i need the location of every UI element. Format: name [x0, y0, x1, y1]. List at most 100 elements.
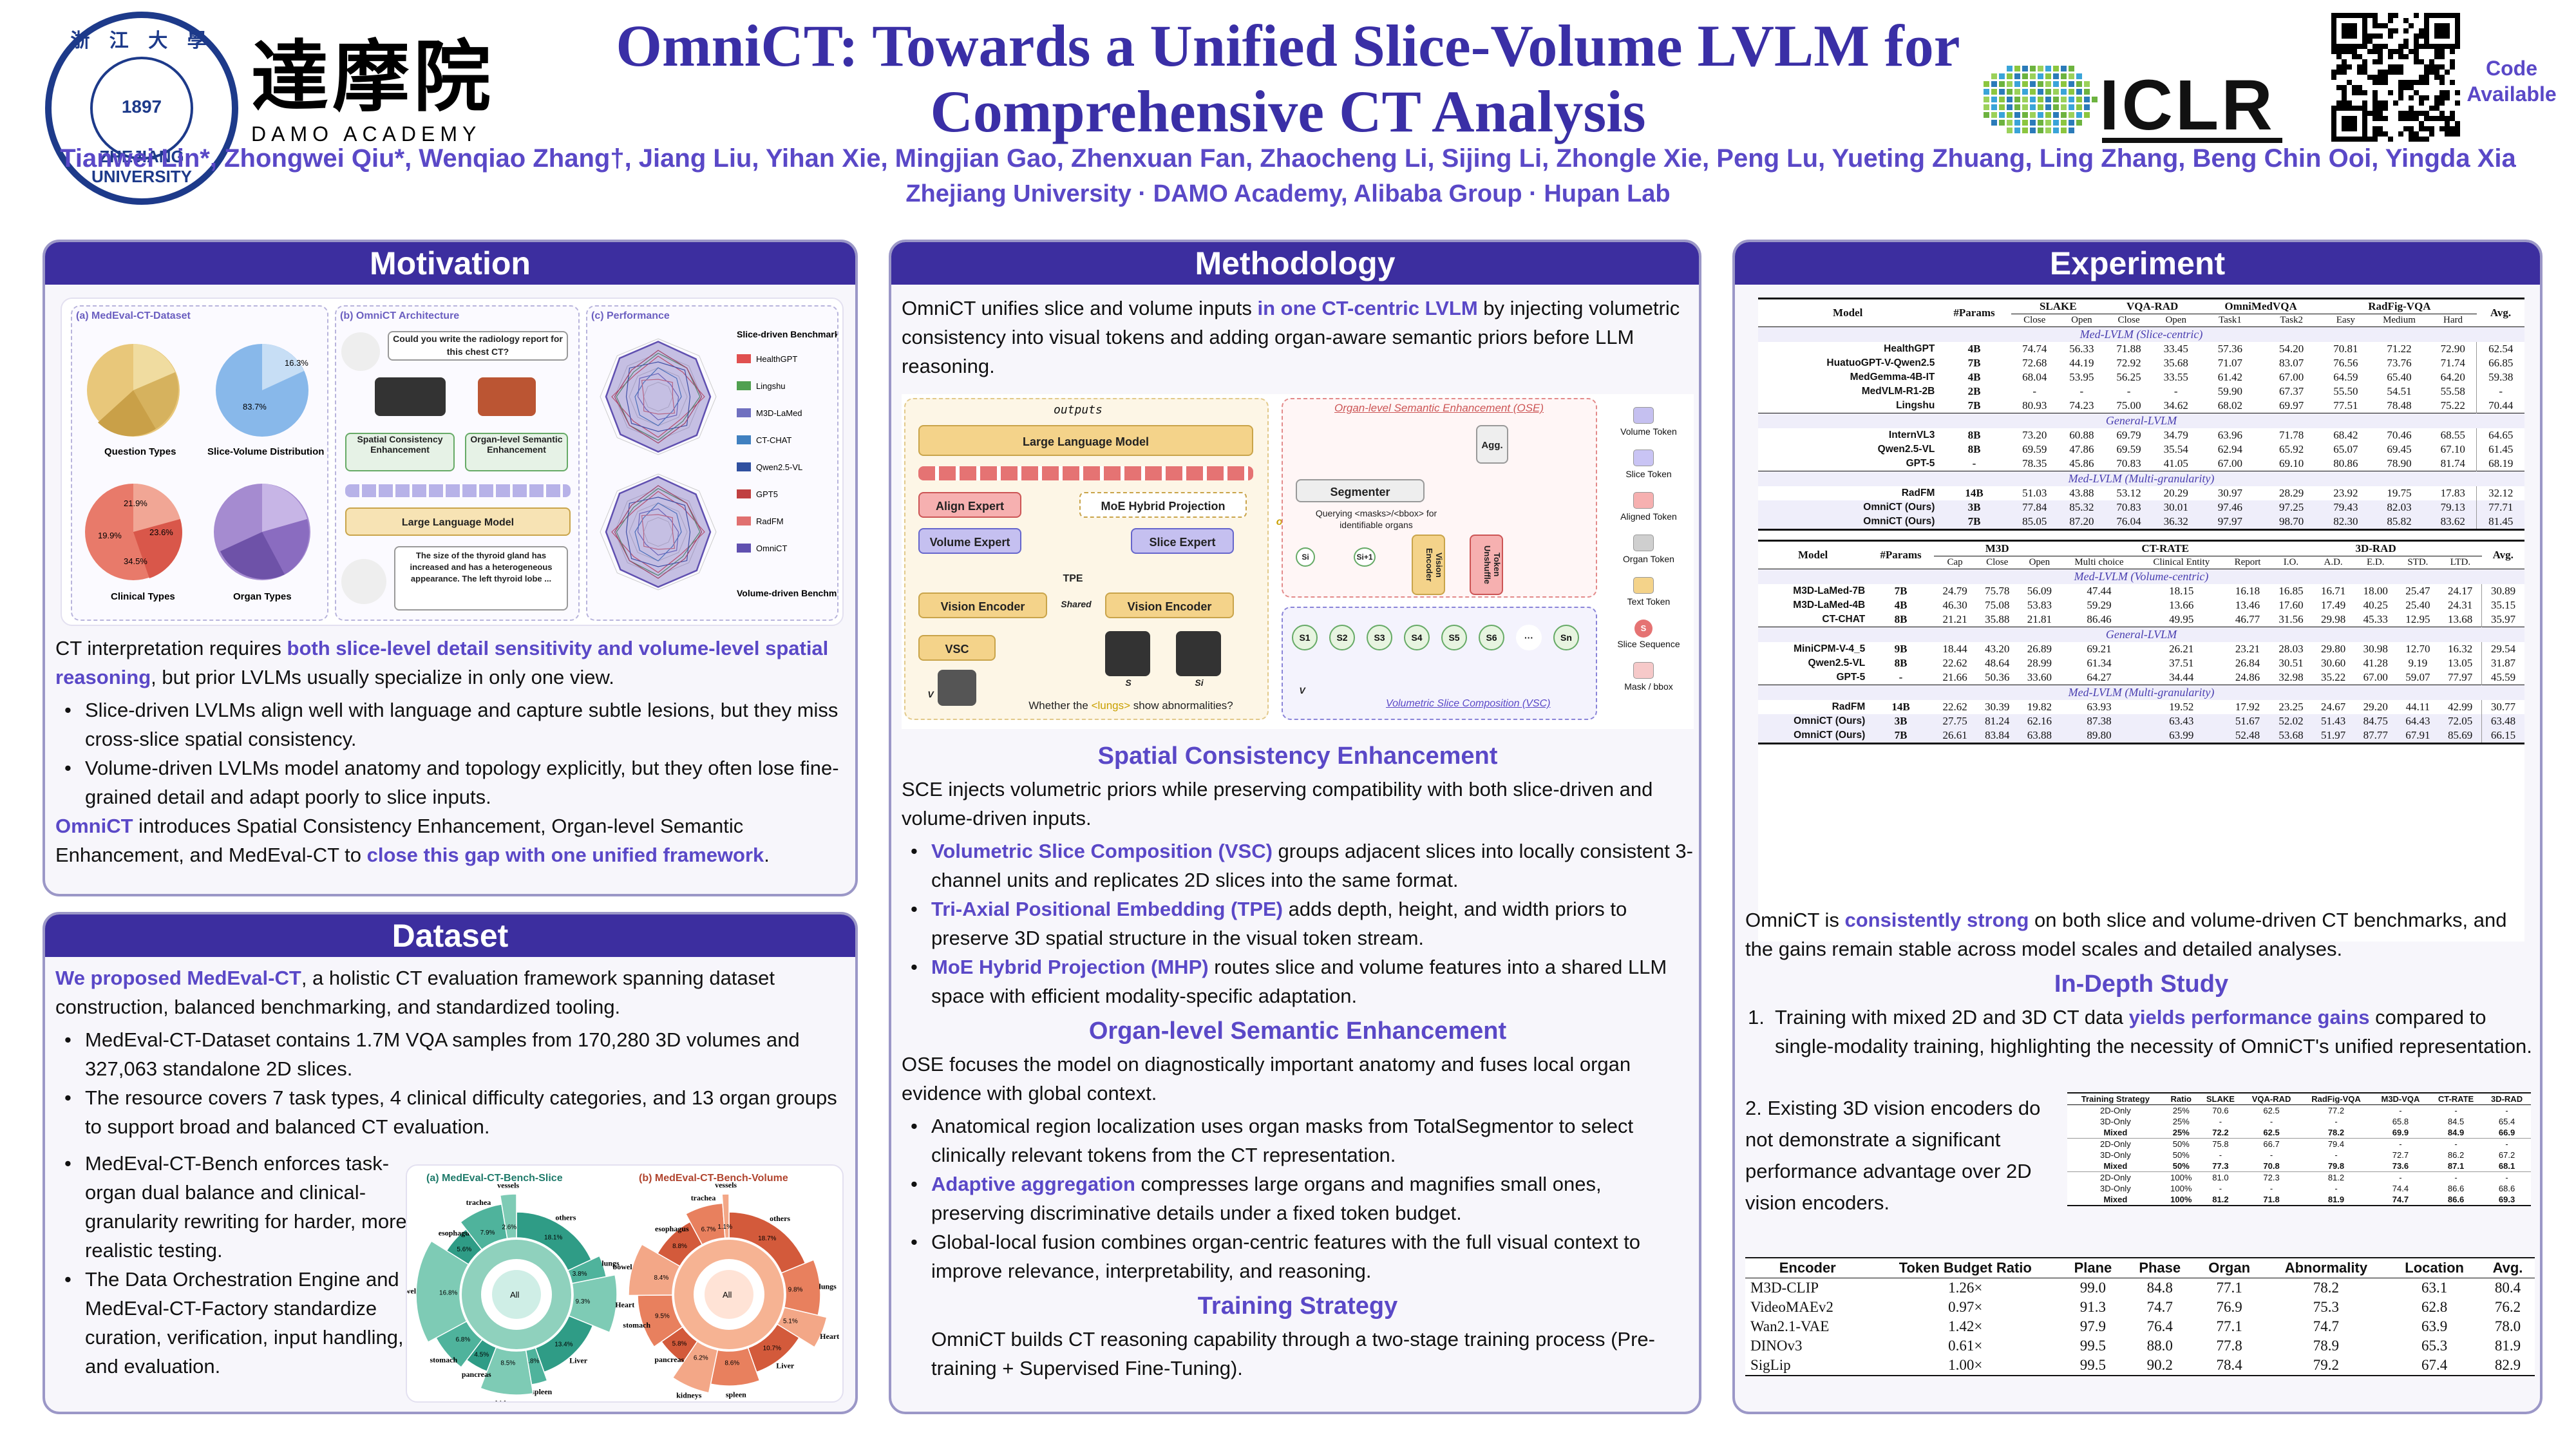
table-cell: 74.74 [2022, 343, 2047, 355]
table-header-cell: SLAKE [2011, 298, 2105, 314]
training-heading: Training Strategy [1197, 1293, 1398, 1320]
table-model-cell: MiniCPM-V-4_5 [1794, 643, 1866, 654]
table-cell: 82.30 [2322, 515, 2369, 530]
dataset-text: We proposed MedEval-CT, a holistic CT ev… [55, 963, 851, 1141]
table-cell: 78.9 [2313, 1338, 2340, 1354]
shared-label: Shared [1061, 599, 1092, 609]
table-cell: 77.2 [2327, 1106, 2345, 1115]
code-label-line2: Available [2467, 82, 2557, 106]
table-cell: 62.54 [2476, 342, 2524, 356]
legend-swatch [1633, 662, 1654, 679]
dataset-pies: 16.3% 83.7% Question Types Slice-Volume … [85, 344, 324, 602]
table-cell: 47.44 [2087, 585, 2112, 597]
arch-llm-box: Large Language Model [345, 507, 571, 536]
table-cell: 64.27 [2087, 671, 2112, 683]
table-cell: 16.18 [2235, 585, 2260, 597]
slice-organ-label: lungs [601, 1259, 620, 1268]
table-cell: 31.87 [2481, 656, 2524, 670]
table-cell: 99.5 [2079, 1357, 2107, 1373]
table-group-label: Med-LVLM (Multi-granularity) [1758, 471, 2524, 486]
table-cell: 29.54 [2481, 642, 2524, 656]
sce-item: Tri-Axial Positional Embedding (TPE) add… [902, 895, 1694, 952]
table-group-row: Med-LVLM (Multi-granularity) [1758, 471, 2524, 486]
table-cell: Wan2.1-VAE [1750, 1318, 1830, 1334]
llm-box: Large Language Model [918, 425, 1253, 456]
table-cell: 71.88 [2116, 343, 2141, 355]
table-cell: 75.8 [2212, 1139, 2229, 1149]
table-row: Lingshu 7B 80.93 74.23 75.00 34.62 68.02 69.97 7… [1758, 399, 2524, 413]
table-cell: 77.97 [2448, 671, 2473, 683]
motivation-paragraph-2: OmniCT introduces Spatial Consistency En… [55, 811, 851, 869]
pie-label-c4: 34.5% [124, 556, 147, 566]
table-subheader-row: Cap Close Open Multi choice Clinical Entity R… [1758, 556, 2524, 569]
table-cell: 51.67 [2225, 714, 2270, 728]
table-cell: 68.19 [2476, 457, 2524, 471]
table-subheader-cell: Open [2071, 315, 2092, 325]
qr-code-icon[interactable] [2331, 13, 2460, 142]
sce-item-hl: Volumetric Slice Composition (VSC) [931, 840, 1273, 862]
table-cell: 64.43 [2396, 714, 2439, 728]
table-cell: 97.25 [2260, 500, 2322, 515]
e-a: OmniCT is [1745, 909, 1845, 931]
table-cell: 85.32 [2058, 500, 2105, 515]
moe-projection-box: MoE Hybrid Projection [1079, 492, 1247, 518]
table-cell: 59.07 [2405, 671, 2430, 683]
table-cell: 30.97 [2217, 487, 2243, 499]
table-cell: 18.00 [2363, 585, 2388, 597]
arch-answer-bubble: The size of the thyroid gland has increa… [394, 546, 568, 611]
table-cell: 35.68 [2163, 357, 2188, 369]
table-header-cell: VQA-RAD [2251, 1094, 2291, 1104]
poster-header: 浙 江 大 學 1897 ZHEJIANG UNIVERSITY 達摩院 DAM… [0, 0, 2576, 219]
table-row: M3D-CLIP 1.26× 99.0 84.8 77.1 78.2 63.1 80.4 [1745, 1278, 2535, 1298]
table-cell: 75.08 [1985, 599, 2010, 611]
table-cell: 67.00 [2217, 457, 2243, 469]
table-cell: 85.82 [2369, 515, 2430, 530]
arch-ose-box: Organ-level Semantic Enhancement [465, 433, 568, 471]
table-row: Mixed 100% 81.2 71.8 81.9 74.7 86.6 69.3 [2067, 1194, 2531, 1206]
table-cell: 1.42× [1948, 1318, 1983, 1334]
slice-benchmark-table-wrap: Model #Params SLAKE VQA-RAD OmniMedVQA RadFig… [1758, 298, 2524, 942]
sce-list: Volumetric Slice Composition (VSC) group… [902, 837, 1694, 1010]
table-cell: 56.33 [2069, 343, 2094, 355]
table-cell: 54.51 [2387, 385, 2412, 397]
slice-organ-label: bowel [407, 1286, 417, 1295]
table-subheader-row: Close Open Close Open Task1 Task2 Easy Medium Ha… [1758, 314, 2524, 327]
table-cell: DINOv3 [1750, 1338, 1803, 1354]
table-cell: - [2269, 1184, 2273, 1193]
table-cell: 63.93 [2087, 701, 2112, 713]
table-model-cell: MedGemma-4B-IT [1850, 372, 1935, 383]
method-intro-paragraph: OmniCT unifies slice and volume inputs i… [902, 294, 1694, 381]
table-cell: 35.97 [2481, 612, 2524, 627]
i1-hl: yields performance gains [2128, 1006, 2370, 1028]
table-cell: 7B [1937, 515, 2011, 530]
motivation-text: CT interpretation requires both slice-le… [55, 634, 851, 873]
table-cell: 75.78 [1985, 585, 2010, 597]
table-cell: 86.2 [2447, 1150, 2465, 1160]
table-cell: 9.19 [2408, 657, 2428, 669]
table-row: 3D-Only 50% - - - 72.7 86.2 67.2 [2067, 1150, 2531, 1160]
i1-a: Training with mixed 2D and 3D CT data [1775, 1006, 2129, 1028]
table-row: RadFM 14B 51.03 43.88 53.12 20.29 30.97 28.29 23… [1758, 486, 2524, 500]
legend-label: GPT5 [756, 489, 778, 499]
table-cell: 30.39 [1985, 701, 2010, 713]
sunburst-center-label: All [510, 1290, 520, 1300]
sce-heading: Spatial Consistency Enhancement [1097, 743, 1498, 770]
table-cell: 73.76 [2387, 357, 2412, 369]
table-cell: - [2269, 1117, 2273, 1126]
table-cell: 66.85 [2476, 356, 2524, 370]
table-model-cell: OmniCT (Ours) [1758, 728, 1868, 744]
table-cell: - [2219, 1117, 2222, 1126]
sunburst-value: 10.7% [763, 1345, 781, 1352]
table-cell: - [2399, 1139, 2402, 1149]
radar-series-OmniCT [605, 341, 712, 453]
sunburst-segment [499, 1193, 517, 1240]
pie-label-c2: 23.6% [149, 527, 173, 537]
sce-item-txt: routes slice and volume features into a … [931, 956, 1667, 1007]
table-cell: - [2032, 385, 2037, 397]
table-cell: 62.8 [2421, 1299, 2448, 1315]
table-row: CT-CHAT 8B 21.21 35.88 21.81 86.46 49.95 46.77 3… [1758, 612, 2524, 627]
table-cell: - [1899, 671, 1903, 683]
table-cell: 24.79 [1942, 585, 1967, 597]
table-cell: 53.68 [2269, 728, 2313, 744]
volume-expert-box: Volume Expert [918, 528, 1021, 554]
